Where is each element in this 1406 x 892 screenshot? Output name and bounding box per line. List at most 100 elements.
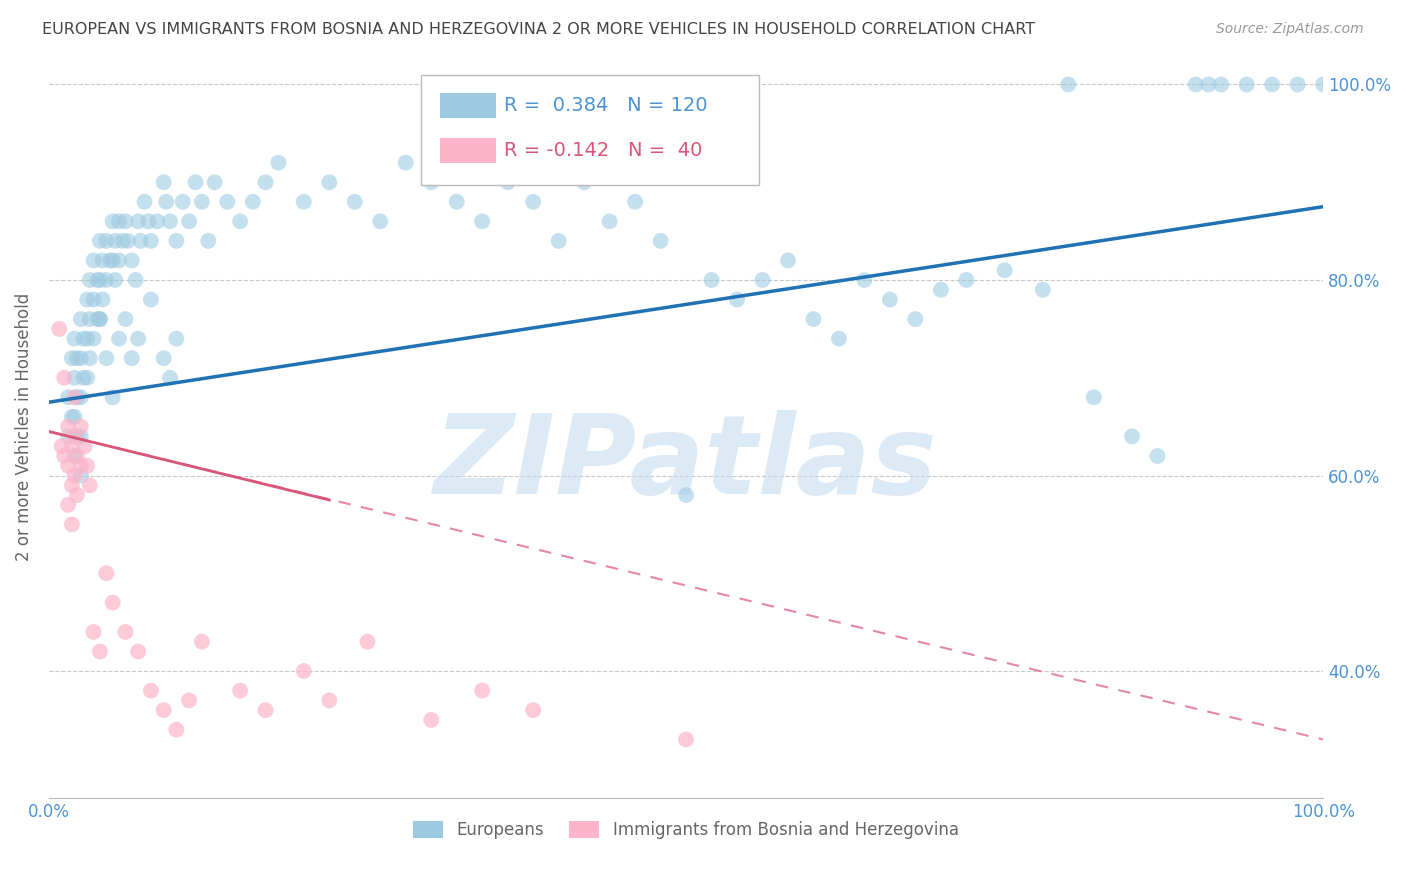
Point [1121,429,1143,443]
Point [114,624,136,639]
Point [48,322,70,336]
Point [129,234,152,248]
Point [89,273,111,287]
Point [96,351,118,366]
Point [318,693,340,707]
Point [56,390,79,404]
Point [89,644,111,658]
Point [69,312,91,326]
Point [60,351,83,366]
Point [127,214,149,228]
Point [368,214,391,228]
Point [254,175,277,189]
Point [197,234,219,248]
Point [242,194,264,209]
Point [955,273,977,287]
Point [599,214,621,228]
Point [66,429,89,443]
Point [53,449,76,463]
Point [72,332,94,346]
Point [191,634,214,648]
Point [155,194,177,209]
Point [994,263,1017,277]
Point [1312,78,1334,92]
Point [79,312,101,326]
Point [101,596,124,610]
Point [66,488,89,502]
Point [292,194,315,209]
Point [91,293,114,307]
Point [904,312,927,326]
Point [89,312,111,326]
Point [146,214,169,228]
Point [63,409,86,424]
Point [152,351,174,366]
Text: Source: ZipAtlas.com: Source: ZipAtlas.com [1216,22,1364,37]
Point [98,253,121,268]
Point [165,723,187,737]
Point [650,234,672,248]
Point [76,370,98,384]
Point [127,644,149,658]
Point [217,194,239,209]
Point [572,175,595,189]
Point [292,664,315,678]
Point [114,312,136,326]
Point [108,253,131,268]
Point [172,194,194,209]
Point [101,390,124,404]
Point [929,283,952,297]
Point [191,194,214,209]
Point [1184,78,1206,92]
Point [853,273,876,287]
Point [165,332,187,346]
Point [725,293,748,307]
Point [751,273,773,287]
Point [139,234,162,248]
Point [267,155,290,169]
Point [1198,78,1220,92]
Point [675,732,697,747]
Point [79,478,101,492]
Point [69,429,91,443]
Point [420,175,443,189]
Point [69,458,91,473]
Point [76,458,98,473]
Point [1211,78,1233,92]
Point [63,390,86,404]
Point [108,332,131,346]
FancyBboxPatch shape [440,93,496,119]
Point [60,439,83,453]
Point [96,234,118,248]
Point [69,351,91,366]
Point [138,214,160,228]
Point [63,429,86,443]
Point [69,419,91,434]
Point [89,234,111,248]
Point [675,488,697,502]
Point [624,194,647,209]
Point [60,478,83,492]
Point [83,624,105,639]
Point [179,214,201,228]
Point [184,175,207,189]
Point [229,683,252,698]
Point [879,293,901,307]
Point [522,703,544,717]
Point [1146,449,1168,463]
Point [79,351,101,366]
Point [159,214,181,228]
Point [51,439,73,453]
Point [104,273,127,287]
Point [69,468,91,483]
Y-axis label: 2 or more Vehicles in Household: 2 or more Vehicles in Household [15,293,32,561]
Point [134,194,156,209]
Point [56,419,79,434]
Point [803,312,825,326]
Point [776,253,799,268]
Point [700,273,723,287]
Point [121,253,143,268]
Point [471,683,494,698]
Point [179,693,201,707]
Point [165,234,187,248]
